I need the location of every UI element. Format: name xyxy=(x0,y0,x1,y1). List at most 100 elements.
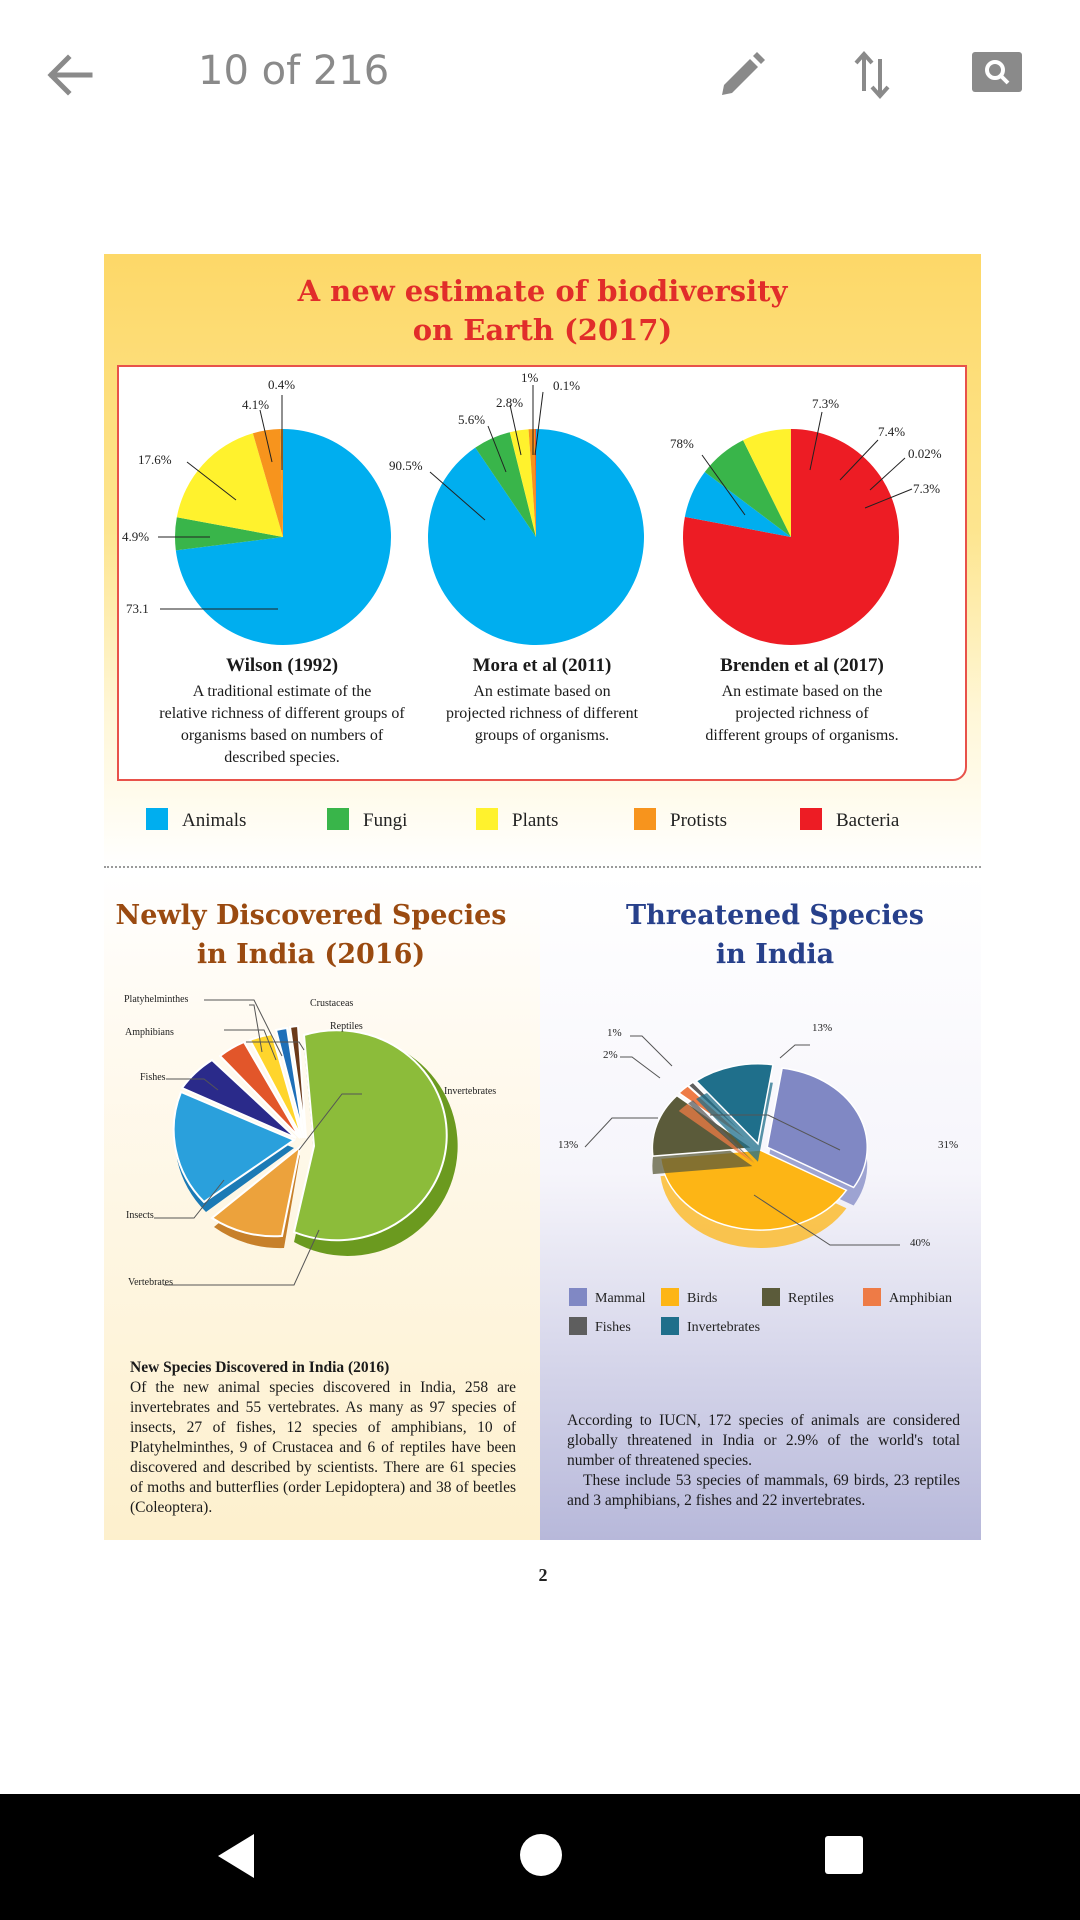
search-icon xyxy=(972,52,1022,92)
app-bar xyxy=(0,0,1080,150)
edit-button[interactable] xyxy=(712,45,772,105)
threatened-title-line-2: in India xyxy=(715,939,835,970)
threatened-label-40: 40% xyxy=(910,1237,931,1249)
legend-bacteria: Bacteria xyxy=(800,808,899,832)
mammal-swatch xyxy=(569,1288,587,1306)
mora-title: Mora et al (2011) xyxy=(472,655,612,676)
mora-label-c: 2.8% xyxy=(496,395,524,410)
legend-birds: Birds xyxy=(661,1288,717,1307)
label-insects: Insects xyxy=(126,1210,154,1221)
biodiversity-pies xyxy=(158,385,913,646)
brenden-caption: Brenden et al (2017) An estimate based o… xyxy=(652,655,952,747)
nav-recents-icon[interactable] xyxy=(823,1834,865,1876)
legend-mammal: Mammal xyxy=(569,1288,646,1307)
back-button[interactable] xyxy=(40,45,100,105)
pie-slice-plants xyxy=(176,433,283,537)
animals-swatch xyxy=(146,808,168,830)
mora-pie xyxy=(427,429,644,645)
pie-slice-plants xyxy=(509,429,536,537)
label-platyhelminthes: Platyhelminthes xyxy=(124,994,189,1005)
threatened-label-13b: 13% xyxy=(812,1022,833,1034)
section-divider xyxy=(104,866,981,868)
threatened-text-p1: According to IUCN, 172 species of animal… xyxy=(567,1412,960,1469)
legend-plants: Plants xyxy=(476,808,558,832)
pie-slice-fungi xyxy=(704,440,791,537)
mora-label-b: 0.1% xyxy=(553,378,581,393)
pie-slice-protists xyxy=(528,429,536,537)
mora-caption: Mora et al (2011) An estimate based on p… xyxy=(392,655,692,747)
threatened-pie-slices xyxy=(651,1063,868,1248)
page-counter: 10 of 216 xyxy=(198,48,390,94)
legend-mammal-label: Mammal xyxy=(595,1291,646,1306)
brenden-desc-1: An estimate based on the xyxy=(721,683,883,700)
wilson-pie xyxy=(175,429,391,645)
brenden-label-fungi: 7.4% xyxy=(878,424,906,439)
wilson-caption: Wilson (1992) A traditional estimate of … xyxy=(132,655,432,769)
pie-slice-fungi xyxy=(175,517,283,551)
mora-label-animals: 90.5% xyxy=(389,458,423,473)
legend-fungi: Fungi xyxy=(327,808,407,832)
pencil-icon xyxy=(722,52,765,95)
new-species-text-title: New Species Discovered in India (2016) xyxy=(130,1359,390,1376)
search-button[interactable] xyxy=(970,48,1026,98)
title-line-1: A new estimate of biodiversity xyxy=(297,274,788,308)
mora-desc-2: projected richness of different xyxy=(445,705,639,722)
legend-animals: Animals xyxy=(146,808,246,832)
mora-label-d: 5.6% xyxy=(458,412,486,427)
legend-fishes-label: Fishes xyxy=(595,1320,631,1335)
legend-amphibian: Amphibian xyxy=(863,1288,952,1307)
pie-slice-protists xyxy=(252,429,283,537)
pie-slice-bacteria xyxy=(535,429,536,537)
new-species-title: Newly Discovered Species in India (2016) xyxy=(104,896,518,974)
threatened-label-1: 1% xyxy=(607,1027,622,1039)
leader-lines xyxy=(158,385,913,610)
wilson-label-protists-a: 0.4% xyxy=(268,377,296,392)
bacteria-swatch xyxy=(800,808,822,830)
label-reptiles: Reptiles xyxy=(330,1021,363,1032)
threatened-pie xyxy=(584,1035,900,1248)
threat-slice-side-amphibian xyxy=(678,1103,755,1164)
threatened-label-31: 31% xyxy=(938,1139,959,1151)
sort-button[interactable] xyxy=(842,45,902,105)
threatened-title: Threatened Species in India xyxy=(540,896,1010,974)
birds-swatch xyxy=(661,1288,679,1306)
threatened-label-13a: 13% xyxy=(558,1139,579,1151)
reptiles-swatch xyxy=(762,1288,780,1306)
new-species-title-line-1: Newly Discovered Species xyxy=(115,900,507,931)
threatened-text: According to IUCN, 172 species of animal… xyxy=(567,1411,960,1511)
brenden-label-protists: 0.02% xyxy=(908,446,942,461)
mora-label-a: 1% xyxy=(521,370,539,385)
new-species-text: New Species Discovered in India (2016) O… xyxy=(130,1358,516,1518)
wilson-label-protists-b: 4.1% xyxy=(242,397,270,412)
legend-plants-label: Plants xyxy=(512,810,559,831)
back-arrow-icon xyxy=(47,54,93,96)
brenden-title: Brenden et al (2017) xyxy=(720,655,884,676)
threatened-label-2: 2% xyxy=(603,1049,618,1061)
label-amphibians: Amphibians xyxy=(125,1027,174,1038)
nav-back-icon[interactable] xyxy=(212,1830,262,1882)
brenden-label-plants: 7.3% xyxy=(913,481,941,496)
mora-desc-3: groups of organisms. xyxy=(474,727,610,744)
brenden-label-bacteria: 78% xyxy=(670,436,694,451)
brenden-pie xyxy=(683,429,900,646)
legend-bacteria-label: Bacteria xyxy=(836,810,900,831)
mora-desc-1: An estimate based on xyxy=(473,683,611,700)
title-line-2: on Earth (2017) xyxy=(412,313,673,347)
new-species-title-line-2: in India (2016) xyxy=(196,939,426,970)
label-vertebrates: Vertebrates xyxy=(128,1277,173,1288)
wilson-desc-2: relative richness of different groups of xyxy=(159,705,405,722)
legend-fishes: Fishes xyxy=(569,1317,631,1336)
legend-reptiles-label: Reptiles xyxy=(788,1291,834,1306)
system-nav-bar xyxy=(0,1794,1080,1920)
fungi-swatch xyxy=(327,808,349,830)
nav-home-icon[interactable] xyxy=(518,1832,564,1878)
threatened-text-p2: These include 53 species of mammals, 69 … xyxy=(567,1472,960,1509)
legend-protists-label: Protists xyxy=(670,810,728,831)
threat-slice-invertebrates xyxy=(694,1063,774,1146)
legend-amphibian-label: Amphibian xyxy=(889,1291,952,1306)
protists-swatch xyxy=(634,808,656,830)
legend-birds-label: Birds xyxy=(687,1291,718,1306)
threat-slice-side-fishes xyxy=(688,1100,755,1164)
threatened-title-line-1: Threatened Species xyxy=(626,900,924,931)
brenden-desc-2: projected richness of xyxy=(735,705,869,722)
